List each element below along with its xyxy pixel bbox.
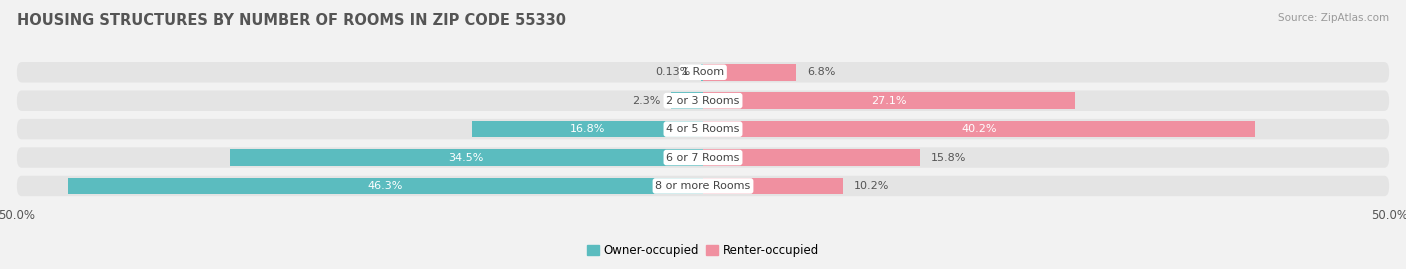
Bar <box>472 121 703 137</box>
Bar <box>703 178 844 194</box>
FancyBboxPatch shape <box>17 147 1389 168</box>
Text: 4 or 5 Rooms: 4 or 5 Rooms <box>666 124 740 134</box>
Text: 46.3%: 46.3% <box>367 181 404 191</box>
Legend: Owner-occupied, Renter-occupied: Owner-occupied, Renter-occupied <box>582 239 824 262</box>
Bar <box>672 93 703 109</box>
Text: 2 or 3 Rooms: 2 or 3 Rooms <box>666 96 740 106</box>
Text: 1 Room: 1 Room <box>682 67 724 77</box>
Text: 40.2%: 40.2% <box>962 124 997 134</box>
Text: 0.13%: 0.13% <box>655 67 690 77</box>
Bar <box>703 121 1254 137</box>
Text: HOUSING STRUCTURES BY NUMBER OF ROOMS IN ZIP CODE 55330: HOUSING STRUCTURES BY NUMBER OF ROOMS IN… <box>17 13 565 29</box>
Text: 6.8%: 6.8% <box>807 67 835 77</box>
FancyBboxPatch shape <box>17 90 1389 111</box>
Bar <box>229 149 703 166</box>
FancyBboxPatch shape <box>17 176 1389 196</box>
Text: 10.2%: 10.2% <box>853 181 890 191</box>
Text: 15.8%: 15.8% <box>931 153 966 162</box>
FancyBboxPatch shape <box>17 119 1389 139</box>
Text: 6 or 7 Rooms: 6 or 7 Rooms <box>666 153 740 162</box>
FancyBboxPatch shape <box>17 62 1389 83</box>
Text: Source: ZipAtlas.com: Source: ZipAtlas.com <box>1278 13 1389 23</box>
Text: 16.8%: 16.8% <box>569 124 606 134</box>
Bar <box>703 149 920 166</box>
Text: 27.1%: 27.1% <box>872 96 907 106</box>
Bar <box>703 64 796 80</box>
Text: 34.5%: 34.5% <box>449 153 484 162</box>
Bar <box>702 64 703 80</box>
Bar <box>703 93 1074 109</box>
Text: 8 or more Rooms: 8 or more Rooms <box>655 181 751 191</box>
Bar <box>67 178 703 194</box>
Text: 2.3%: 2.3% <box>633 96 661 106</box>
